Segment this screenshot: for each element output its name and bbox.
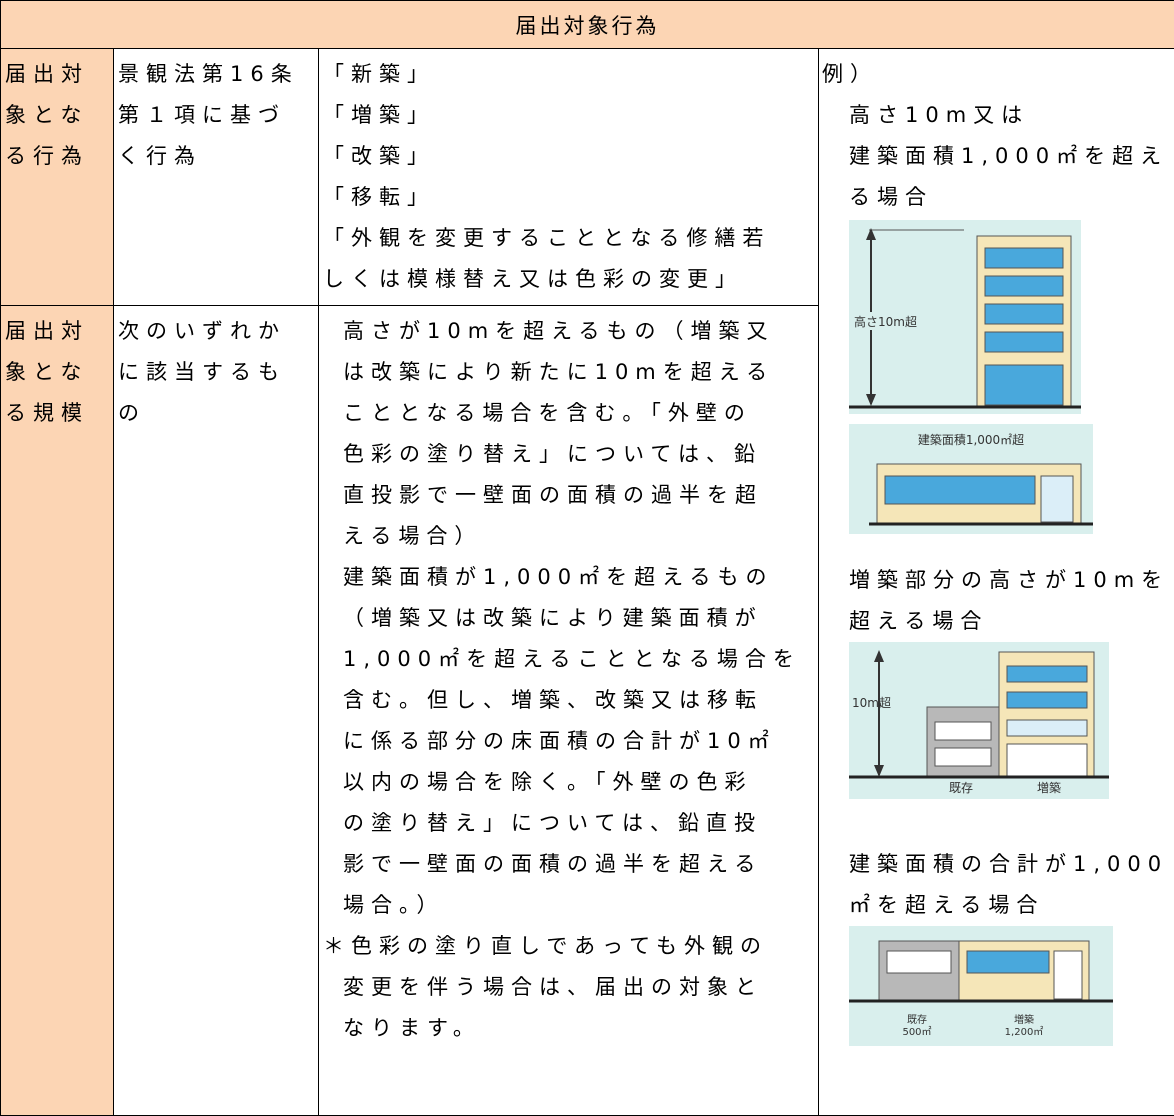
example-line: 高さ10m又は [819,95,1174,136]
content-line: 変更を伴う場合は、届出の対象と [323,967,818,1008]
figure-total-area: 既存 500㎡ 増築 1,200㎡ [849,926,1113,1046]
content-line: （増築又は改築により建築面積が [323,598,818,639]
label-line: 届出対 [5,54,113,95]
row-content: 「新築」「増築」「改築」「移転」「外観を変更することとなる修繕若しくは模様替え又… [319,49,819,306]
basis-line: に該当するも [118,352,318,393]
content-line: 高さが10mを超えるもの（増築又 [323,311,818,352]
basis-line: 第１項に基づ [118,95,318,136]
content-line: 場合。） [323,885,818,926]
example-line: 建築面積の合計が1,000 [819,844,1174,885]
row-label: 届出対象となる行為 [1,49,114,306]
basis-line: 次のいずれか [118,311,318,352]
label-line: る規模 [5,393,113,434]
row-content: 高さが10mを超えるもの（増築又は改築により新たに10mを超えることとなる場合を… [319,306,819,1116]
figure-label: 増築 [1037,780,1061,795]
content-line: こととなる場合を含む。「外壁の [323,393,818,434]
label-line: 象とな [5,352,113,393]
header-title: 届出対象行為 [1,1,1174,49]
label-line: 象とな [5,95,113,136]
figure-height: 高さ10m超 [849,220,1081,414]
content-line: 「移転」 [323,177,818,218]
content-line: は改築により新たに10mを超える [323,352,818,393]
content-line: える場合） [323,516,818,557]
example-line: る場合 [819,177,1174,218]
basis-line: く行為 [118,136,318,177]
example-line: ㎡を超える場合 [819,885,1174,926]
basis-line: 景観法第16条 [118,54,318,95]
figure-area: 建築面積1,000㎡超 [849,424,1093,534]
figure-extension: 10m超 既存 増築 [849,642,1109,799]
figure-label: 増築 [1014,1013,1034,1026]
content-line: 影で一壁面の面積の過半を超える [323,844,818,885]
content-line: に係る部分の床面積の合計が10㎡ [323,721,818,762]
content-line: 「新築」 [323,54,818,95]
label-line: る行為 [5,136,113,177]
figure-label: 既存 [949,781,973,795]
content-line: 以内の場合を除く。「外壁の色彩 [323,762,818,803]
content-line: 色彩の塗り替え」については、鉛 [323,434,818,475]
basis-line: の [118,393,318,434]
content-line: 建築面積が1,000㎡を超えるもの [323,557,818,598]
row-basis: 景観法第16条第１項に基づく行為 [114,49,319,306]
content-line: しくは模様替え又は色彩の変更」 [323,259,818,300]
examples: 例） 高さ10m又は建築面積1,000㎡を超える場合 高さ10m超 建築面積1,… [819,49,1174,1116]
figure-label: 高さ10m超 [854,314,917,329]
example-line: 増築部分の高さが10mを [819,560,1174,601]
figure-label: 建築面積1,000㎡超 [918,432,1024,447]
label-line: 届出対 [5,311,113,352]
figure-label: 10m超 [852,695,891,710]
row-label: 届出対象となる規模 [1,306,114,1116]
figure-label: 既存 [907,1013,927,1026]
content-line: 「外観を変更することとなる修繕若 [323,218,818,259]
row-basis: 次のいずれかに該当するもの [114,306,319,1116]
content-line: なります。 [323,1008,818,1049]
content-line: 「増築」 [323,95,818,136]
content-line: 1,000㎡を超えることとなる場合を [323,639,818,680]
content-line: 直投影で一壁面の面積の過半を超 [323,475,818,516]
example-line: 建築面積1,000㎡を超え [819,136,1174,177]
content-line: ＊色彩の塗り直しであっても外観の [323,926,818,967]
content-line: 「改築」 [323,136,818,177]
content-line: の塗り替え」については、鉛直投 [323,803,818,844]
example-line: 超える場合 [819,601,1174,642]
figure-label: 1,200㎡ [1005,1026,1044,1038]
example-intro: 例） [819,54,1174,95]
figure-label: 500㎡ [902,1026,931,1038]
content-line: 含む。但し、増築、改築又は移転 [323,680,818,721]
